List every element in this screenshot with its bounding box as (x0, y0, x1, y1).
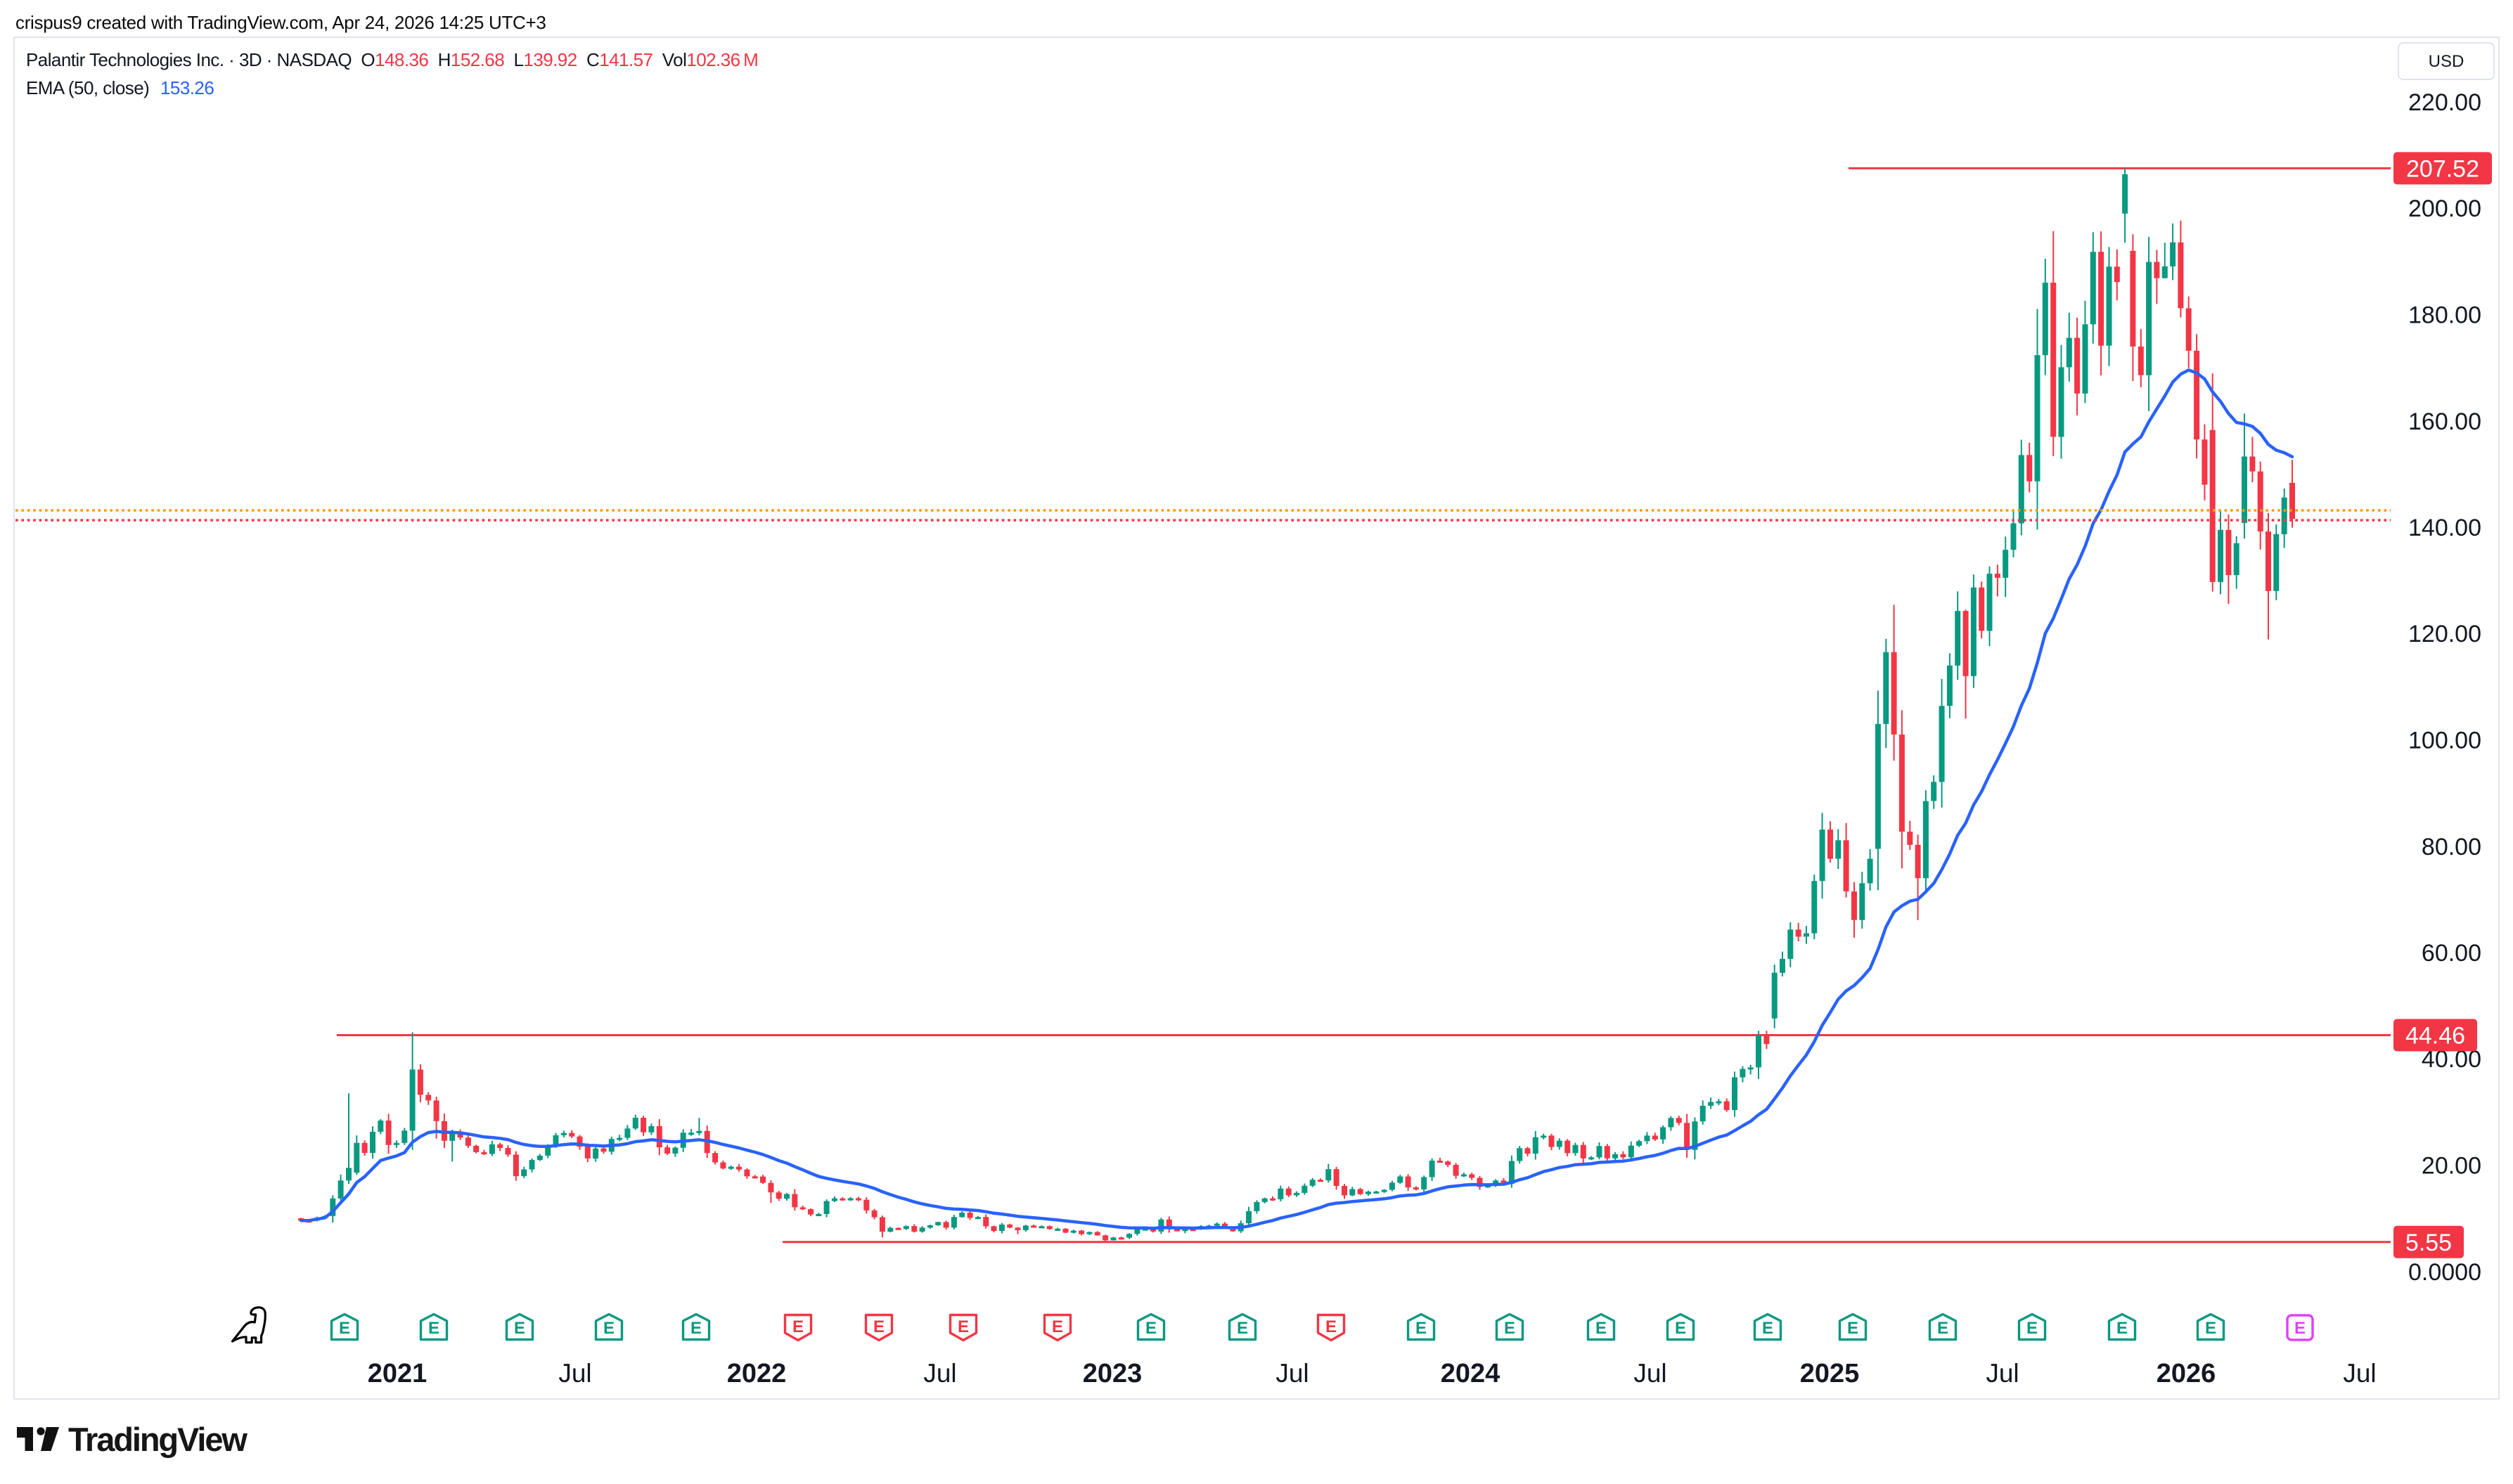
svg-text:E: E (1052, 1317, 1063, 1336)
svg-text:Jul: Jul (1633, 1359, 1666, 1388)
svg-text:E: E (1237, 1319, 1248, 1338)
svg-text:E: E (603, 1319, 615, 1338)
svg-text:E: E (514, 1319, 525, 1338)
svg-text:2026: 2026 (2157, 1359, 2216, 1388)
svg-text:E: E (2294, 1319, 2306, 1338)
svg-text:44.46: 44.46 (2405, 1023, 2465, 1050)
svg-text:E: E (873, 1317, 885, 1336)
svg-text:100.00: 100.00 (2408, 728, 2481, 754)
svg-text:crispus9 created with TradingV: crispus9 created with TradingView.com, A… (15, 12, 546, 33)
svg-text:USD: USD (2429, 52, 2464, 71)
svg-text:2025: 2025 (1800, 1359, 1860, 1388)
svg-text:0.0000: 0.0000 (2408, 1259, 2481, 1286)
svg-text:140.00: 140.00 (2408, 515, 2481, 541)
svg-text:207.52: 207.52 (2406, 155, 2479, 182)
svg-text:60.00: 60.00 (2422, 940, 2481, 967)
svg-text:Jul: Jul (1986, 1359, 2019, 1388)
svg-text:5.55: 5.55 (2405, 1230, 2452, 1256)
svg-text:E: E (1675, 1319, 1686, 1338)
svg-text:120.00: 120.00 (2408, 621, 2481, 647)
svg-text:20.00: 20.00 (2422, 1153, 2481, 1180)
svg-text:EMA (50, close): EMA (50, close) (26, 77, 149, 98)
svg-text:220.00: 220.00 (2408, 89, 2481, 116)
svg-text:E: E (1595, 1319, 1607, 1338)
svg-text:2023: 2023 (1083, 1359, 1143, 1388)
svg-text:E: E (958, 1317, 969, 1336)
svg-text:160.00: 160.00 (2408, 408, 2481, 435)
svg-text:E: E (2026, 1319, 2038, 1338)
svg-text:E: E (1762, 1319, 1773, 1338)
svg-text:E: E (1937, 1319, 1948, 1338)
svg-text:180.00: 180.00 (2408, 302, 2481, 329)
svg-text:E: E (1325, 1317, 1337, 1336)
svg-text:TradingView: TradingView (68, 1421, 248, 1458)
svg-text:E: E (428, 1319, 439, 1338)
svg-text:Jul: Jul (1275, 1359, 1309, 1388)
svg-text:2022: 2022 (727, 1359, 787, 1388)
svg-text:E: E (2116, 1319, 2128, 1338)
svg-text:E: E (1504, 1319, 1515, 1338)
svg-text:80.00: 80.00 (2422, 834, 2481, 860)
svg-text:200.00: 200.00 (2408, 195, 2481, 222)
svg-text:Jul: Jul (923, 1359, 956, 1388)
svg-text:E: E (1847, 1319, 1858, 1338)
svg-text:Jul: Jul (2343, 1359, 2376, 1388)
svg-text:Palantir Technologies Inc. · 3: Palantir Technologies Inc. · 3D · NASDAQ… (26, 49, 758, 70)
svg-text:E: E (1415, 1319, 1427, 1338)
svg-text:Jul: Jul (558, 1359, 591, 1388)
svg-text:2021: 2021 (368, 1359, 428, 1388)
svg-text:E: E (1145, 1319, 1157, 1338)
svg-text:2024: 2024 (1441, 1359, 1500, 1388)
svg-text:153.26: 153.26 (160, 77, 214, 98)
svg-text:E: E (792, 1317, 804, 1336)
svg-text:E: E (339, 1319, 350, 1338)
svg-text:E: E (2205, 1319, 2216, 1338)
svg-text:E: E (690, 1319, 702, 1338)
